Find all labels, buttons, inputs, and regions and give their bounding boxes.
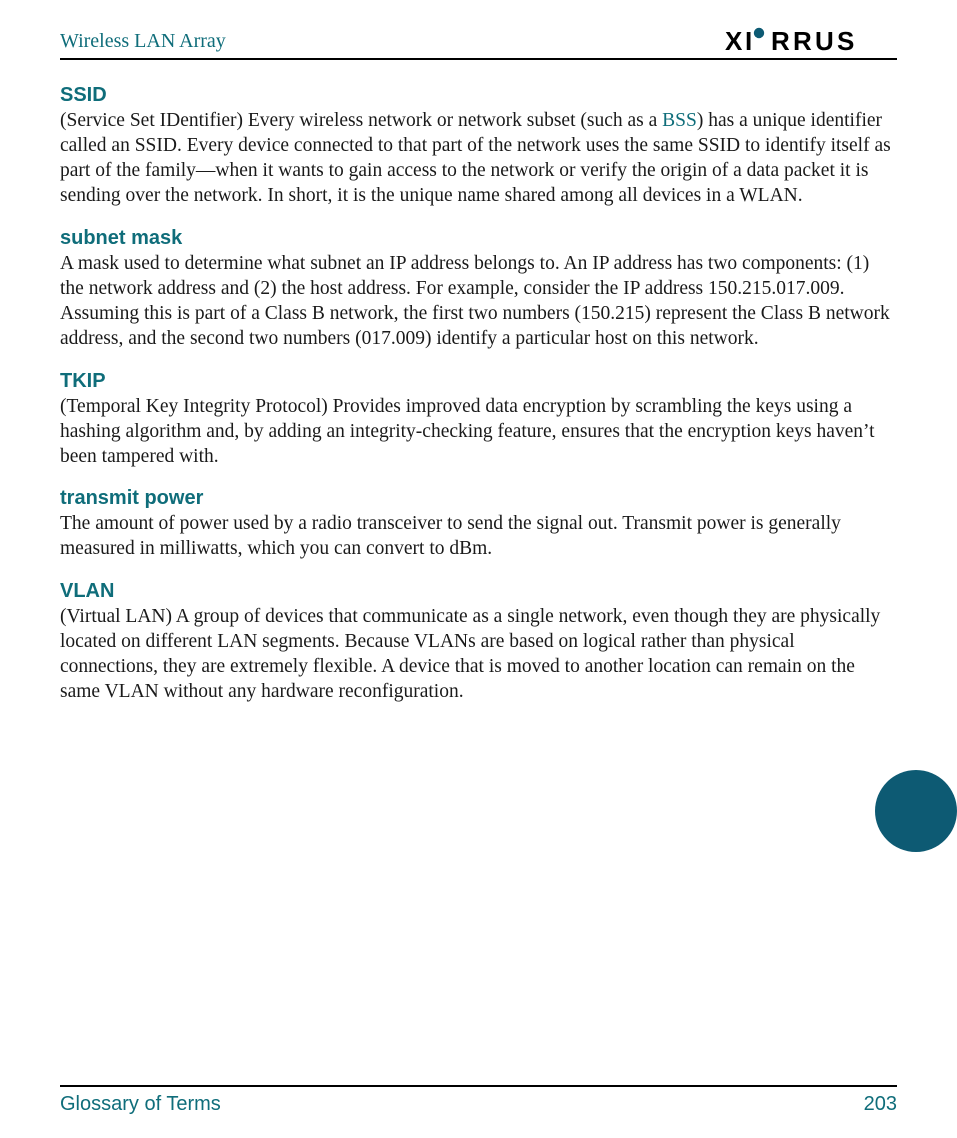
glossary-entry: subnet mask A mask used to determine wha… [60, 227, 897, 352]
svg-text:R: R [793, 27, 812, 55]
term-heading: VLAN [60, 580, 897, 603]
xirrus-logo-icon: X I R R U S [725, 27, 897, 55]
svg-text:U: U [815, 27, 834, 55]
svg-text:X: X [725, 27, 743, 55]
document-title: Wireless LAN Array [60, 30, 226, 53]
svg-text:I: I [745, 27, 752, 55]
header-bar: Wireless LAN Array X I R R U S [60, 24, 897, 60]
term-definition: (Virtual LAN) A group of devices that co… [60, 605, 897, 705]
term-definition: The amount of power used by a radio tran… [60, 512, 897, 562]
term-heading: transmit power [60, 487, 897, 510]
svg-text:R: R [771, 27, 790, 55]
page: Wireless LAN Array X I R R U S SSID (Ser… [0, 0, 957, 1138]
glossary-entry: VLAN (Virtual LAN) A group of devices th… [60, 580, 897, 705]
term-definition: (Temporal Key Integrity Protocol) Provid… [60, 395, 897, 470]
term-heading: subnet mask [60, 227, 897, 250]
term-heading: TKIP [60, 370, 897, 393]
glossary-entry: TKIP (Temporal Key Integrity Protocol) P… [60, 370, 897, 470]
term-definition: (Service Set IDentifier) Every wireless … [60, 109, 897, 209]
footer-bar: Glossary of Terms 203 [60, 1085, 897, 1116]
footer-section-title: Glossary of Terms [60, 1093, 221, 1116]
section-tab-marker-icon [875, 770, 957, 852]
definition-text-pre: (Service Set IDentifier) Every wireless … [60, 110, 662, 131]
glossary-entry: transmit power The amount of power used … [60, 487, 897, 562]
term-heading: SSID [60, 84, 897, 107]
svg-text:S: S [837, 27, 854, 55]
cross-reference-link[interactable]: BSS [662, 110, 697, 131]
glossary-entry: SSID (Service Set IDentifier) Every wire… [60, 84, 897, 209]
brand-logo: X I R R U S [725, 27, 897, 55]
page-number: 203 [864, 1093, 897, 1116]
term-definition: A mask used to determine what subnet an … [60, 252, 897, 352]
